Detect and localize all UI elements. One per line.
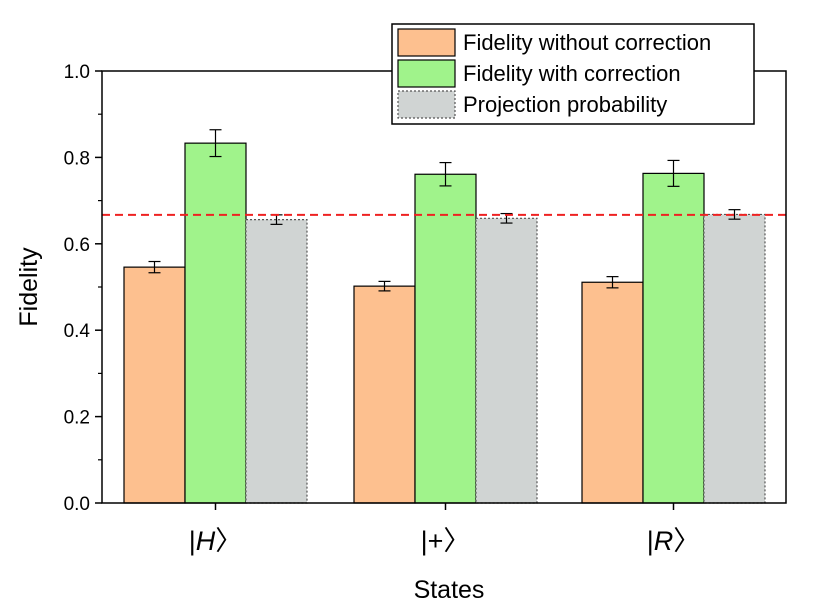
bar-3-1	[245, 219, 308, 504]
error-bar-2-2	[439, 161, 452, 187]
legend: Fidelity without correction Fidelity with…	[391, 23, 755, 125]
x-tick-label: |+〉	[421, 526, 471, 556]
y-tick-label: 0.8	[64, 148, 90, 169]
x-axis-title: States	[414, 576, 485, 604]
error-bar-1-2	[378, 280, 391, 292]
bar-1-2	[353, 285, 416, 504]
error-bar-2-3	[667, 159, 680, 187]
legend-swatch-3	[397, 90, 456, 119]
bar-3-2	[475, 217, 538, 504]
x-tick-label: |R〉	[647, 526, 701, 556]
x-tick-label: |H〉	[189, 526, 243, 556]
bars-layer	[123, 142, 766, 504]
error-bar-1-3	[606, 276, 619, 289]
y-tick-label: 0.2	[64, 408, 90, 429]
bar-3-3	[703, 213, 766, 504]
error-bars-layer	[148, 129, 741, 292]
legend-label-3: Projection probability	[463, 92, 667, 117]
legend-label-1: Fidelity without correction	[463, 30, 711, 55]
y-tick-label: 0.4	[64, 321, 91, 342]
y-tick-label: 0.0	[64, 494, 90, 515]
error-bar-3-3	[728, 209, 741, 220]
y-axis-title: Fidelity	[15, 247, 43, 327]
bar-2-3	[642, 172, 705, 504]
bar-2-1	[184, 142, 247, 504]
legend-swatch-2	[397, 59, 456, 88]
legend-swatch-1	[397, 28, 456, 57]
y-tick-label: 1.0	[64, 62, 90, 83]
bar-1-1	[123, 266, 186, 504]
y-tick-label: 0.6	[64, 235, 90, 256]
bar-1-3	[581, 281, 644, 504]
y-axis: 0.0 0.2 0.4 0.6 0.8 1.0	[64, 62, 102, 515]
error-bar-2-1	[209, 129, 222, 158]
error-bar-1-1	[148, 260, 161, 274]
legend-label-2: Fidelity with correction	[463, 61, 681, 86]
bar-2-2	[414, 173, 477, 504]
x-axis: |H〉 |+〉 |R〉	[189, 503, 701, 556]
